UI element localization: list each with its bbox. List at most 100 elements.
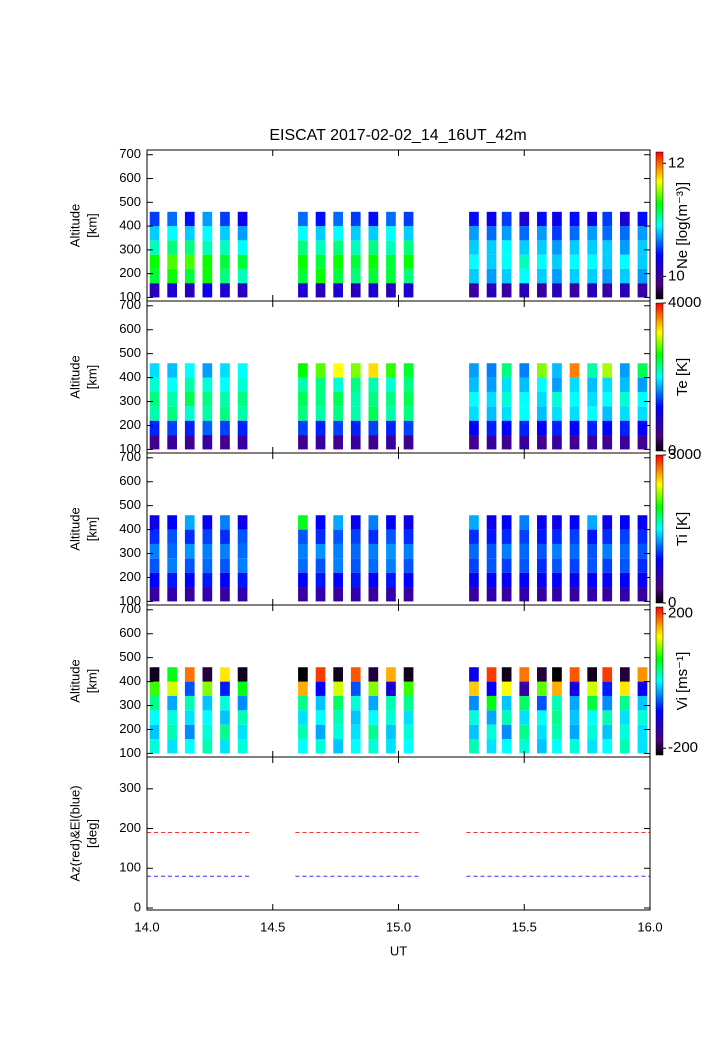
heat-cell: [403, 543, 414, 559]
heat-cell: [620, 226, 630, 241]
heat-cell: [202, 667, 213, 682]
heat-cell: [237, 695, 248, 711]
heat-cell: [298, 667, 308, 682]
heat-cell: [220, 363, 230, 378]
heat-cell: [368, 377, 379, 392]
heat-cell: [501, 724, 512, 740]
y-axis-label: [km]: [84, 213, 99, 238]
heat-cell: [569, 268, 580, 284]
heat-cell: [501, 406, 512, 421]
heat-cell: [167, 724, 177, 740]
heat-cell: [315, 710, 326, 725]
heat-cell: [469, 363, 479, 378]
heat-cell: [333, 695, 343, 711]
heat-cell: [368, 572, 379, 588]
heat-cell: [167, 420, 177, 436]
heat-cell: [637, 529, 648, 544]
heat-cell: [386, 377, 396, 392]
y-axis-label: [km]: [84, 365, 99, 390]
heat-cell: [350, 667, 361, 682]
heat-cell: [368, 226, 379, 241]
heat-cell: [368, 724, 379, 740]
heat-cell: [469, 435, 479, 450]
heat-cell: [403, 681, 414, 696]
heat-cell: [202, 254, 213, 269]
heat-cell: [149, 240, 160, 255]
heat-cell: [602, 377, 613, 392]
heat-cell: [386, 667, 396, 682]
heat-cell: [637, 587, 648, 602]
heat-cell: [315, 226, 326, 241]
heat-cell: [315, 695, 326, 711]
heat-cell: [368, 558, 379, 573]
heat-cell: [315, 529, 326, 544]
heat-cell: [501, 435, 512, 450]
heat-cell: [519, 724, 530, 740]
heat-cell: [501, 695, 512, 711]
heat-cell: [403, 724, 414, 740]
heat-cell: [587, 681, 597, 696]
heat-cell: [637, 268, 648, 284]
heat-cell: [350, 587, 361, 602]
heat-cell: [403, 587, 414, 602]
heat-cell: [386, 543, 396, 559]
heat-cell: [149, 724, 160, 740]
heat-cell: [350, 283, 361, 298]
heat-cell: [469, 587, 479, 602]
heat-cell: [237, 226, 248, 241]
y-tick-label: 600: [119, 170, 141, 185]
heat-cell: [501, 681, 512, 696]
heat-cell: [469, 529, 479, 544]
heat-cell: [350, 529, 361, 544]
heat-cell: [237, 515, 248, 530]
heat-cell: [315, 240, 326, 255]
colorbar-tick-label: 12: [668, 154, 685, 171]
heat-cell: [386, 226, 396, 241]
heat-cell: [602, 391, 613, 407]
heat-cell: [333, 543, 343, 559]
heat-cell: [486, 268, 497, 284]
heat-cell: [469, 377, 479, 392]
heat-cell: [569, 226, 580, 241]
heat-cell: [552, 283, 562, 298]
heat-cell: [149, 681, 160, 696]
heat-cell: [333, 254, 343, 269]
heat-cell: [368, 363, 379, 378]
heat-cell: [469, 226, 479, 241]
heat-cell: [350, 515, 361, 530]
heat-cell: [149, 283, 160, 298]
heat-cell: [537, 240, 547, 255]
heat-cell: [486, 283, 497, 298]
heat-cell: [333, 681, 343, 696]
heat-cell: [237, 558, 248, 573]
y-axis-label: Altitude: [67, 507, 82, 550]
heat-cell: [315, 435, 326, 450]
heat-cell: [602, 724, 613, 740]
heat-cell: [386, 363, 396, 378]
heat-cell: [333, 529, 343, 544]
heat-cell: [403, 420, 414, 436]
heat-cell: [202, 211, 213, 227]
heat-cell: [552, 268, 562, 284]
heat-cell: [587, 724, 597, 740]
heat-cell: [403, 283, 414, 298]
heat-cell: [569, 587, 580, 602]
heat-cell: [486, 240, 497, 255]
colorbar-label: Ti [K]: [674, 512, 691, 546]
heat-cell: [537, 435, 547, 450]
heat-cell: [202, 724, 213, 740]
heat-cell: [149, 420, 160, 436]
heat-cell: [519, 435, 530, 450]
heat-cell: [537, 283, 547, 298]
heat-cell: [569, 710, 580, 725]
heat-cell: [637, 377, 648, 392]
heat-cell: [501, 710, 512, 725]
heat-cell: [469, 268, 479, 284]
heat-cell: [403, 667, 414, 682]
heat-cell: [167, 681, 177, 696]
heat-cell: [602, 515, 613, 530]
heat-cell: [486, 363, 497, 378]
heat-cell: [486, 667, 497, 682]
heat-cell: [602, 254, 613, 269]
heat-cell: [333, 391, 343, 407]
